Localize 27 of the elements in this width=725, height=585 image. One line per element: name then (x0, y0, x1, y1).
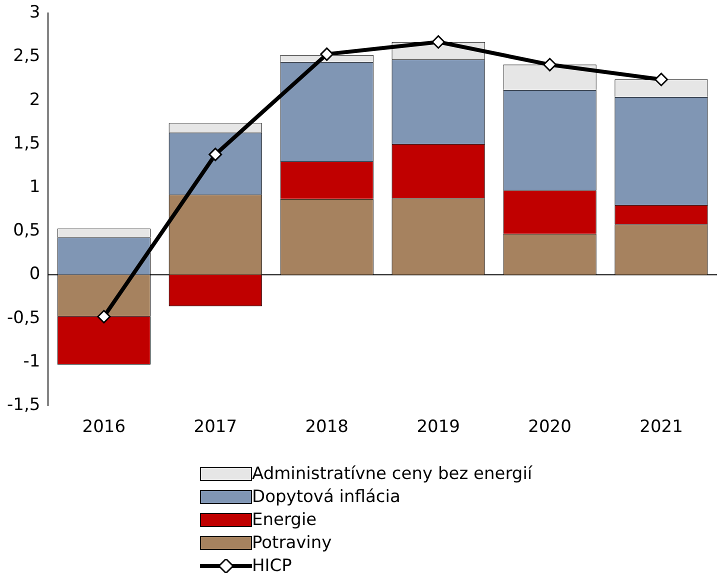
legend-label: Dopytová inflácia (252, 486, 400, 506)
y-tick-label: -0,5 (7, 308, 40, 328)
y-tick-label: -1,5 (7, 395, 40, 416)
y-tick-label: 0 (29, 264, 40, 284)
point (320, 47, 334, 61)
y-tick-label: 3 (29, 2, 40, 23)
point (97, 310, 111, 324)
y-tick-label: 2,5 (13, 46, 40, 66)
y-tick-label: 0,5 (13, 220, 40, 241)
x-tick-label: 2016 (82, 417, 126, 438)
x-tick-label: 2021 (640, 417, 683, 438)
y-tick-label: 2 (29, 90, 40, 110)
point (208, 148, 222, 162)
y-tick-label: 1 (29, 177, 40, 198)
point (543, 58, 557, 72)
x-tick-label: 2020 (528, 417, 572, 438)
x-tick-label: 2019 (416, 417, 460, 438)
y-tick-label: -1 (23, 351, 40, 372)
legend-label: Potraviny (252, 532, 332, 552)
point (432, 35, 446, 49)
x-tick-label: 2018 (305, 417, 348, 438)
legend-label: HICP (252, 556, 292, 576)
y-tick-label: 1,5 (13, 133, 40, 154)
x-tick-label: 2017 (194, 417, 238, 438)
point (654, 72, 668, 86)
legend-label: Administratívne ceny bez energií (252, 464, 532, 484)
legend-label: Energie (252, 510, 317, 530)
